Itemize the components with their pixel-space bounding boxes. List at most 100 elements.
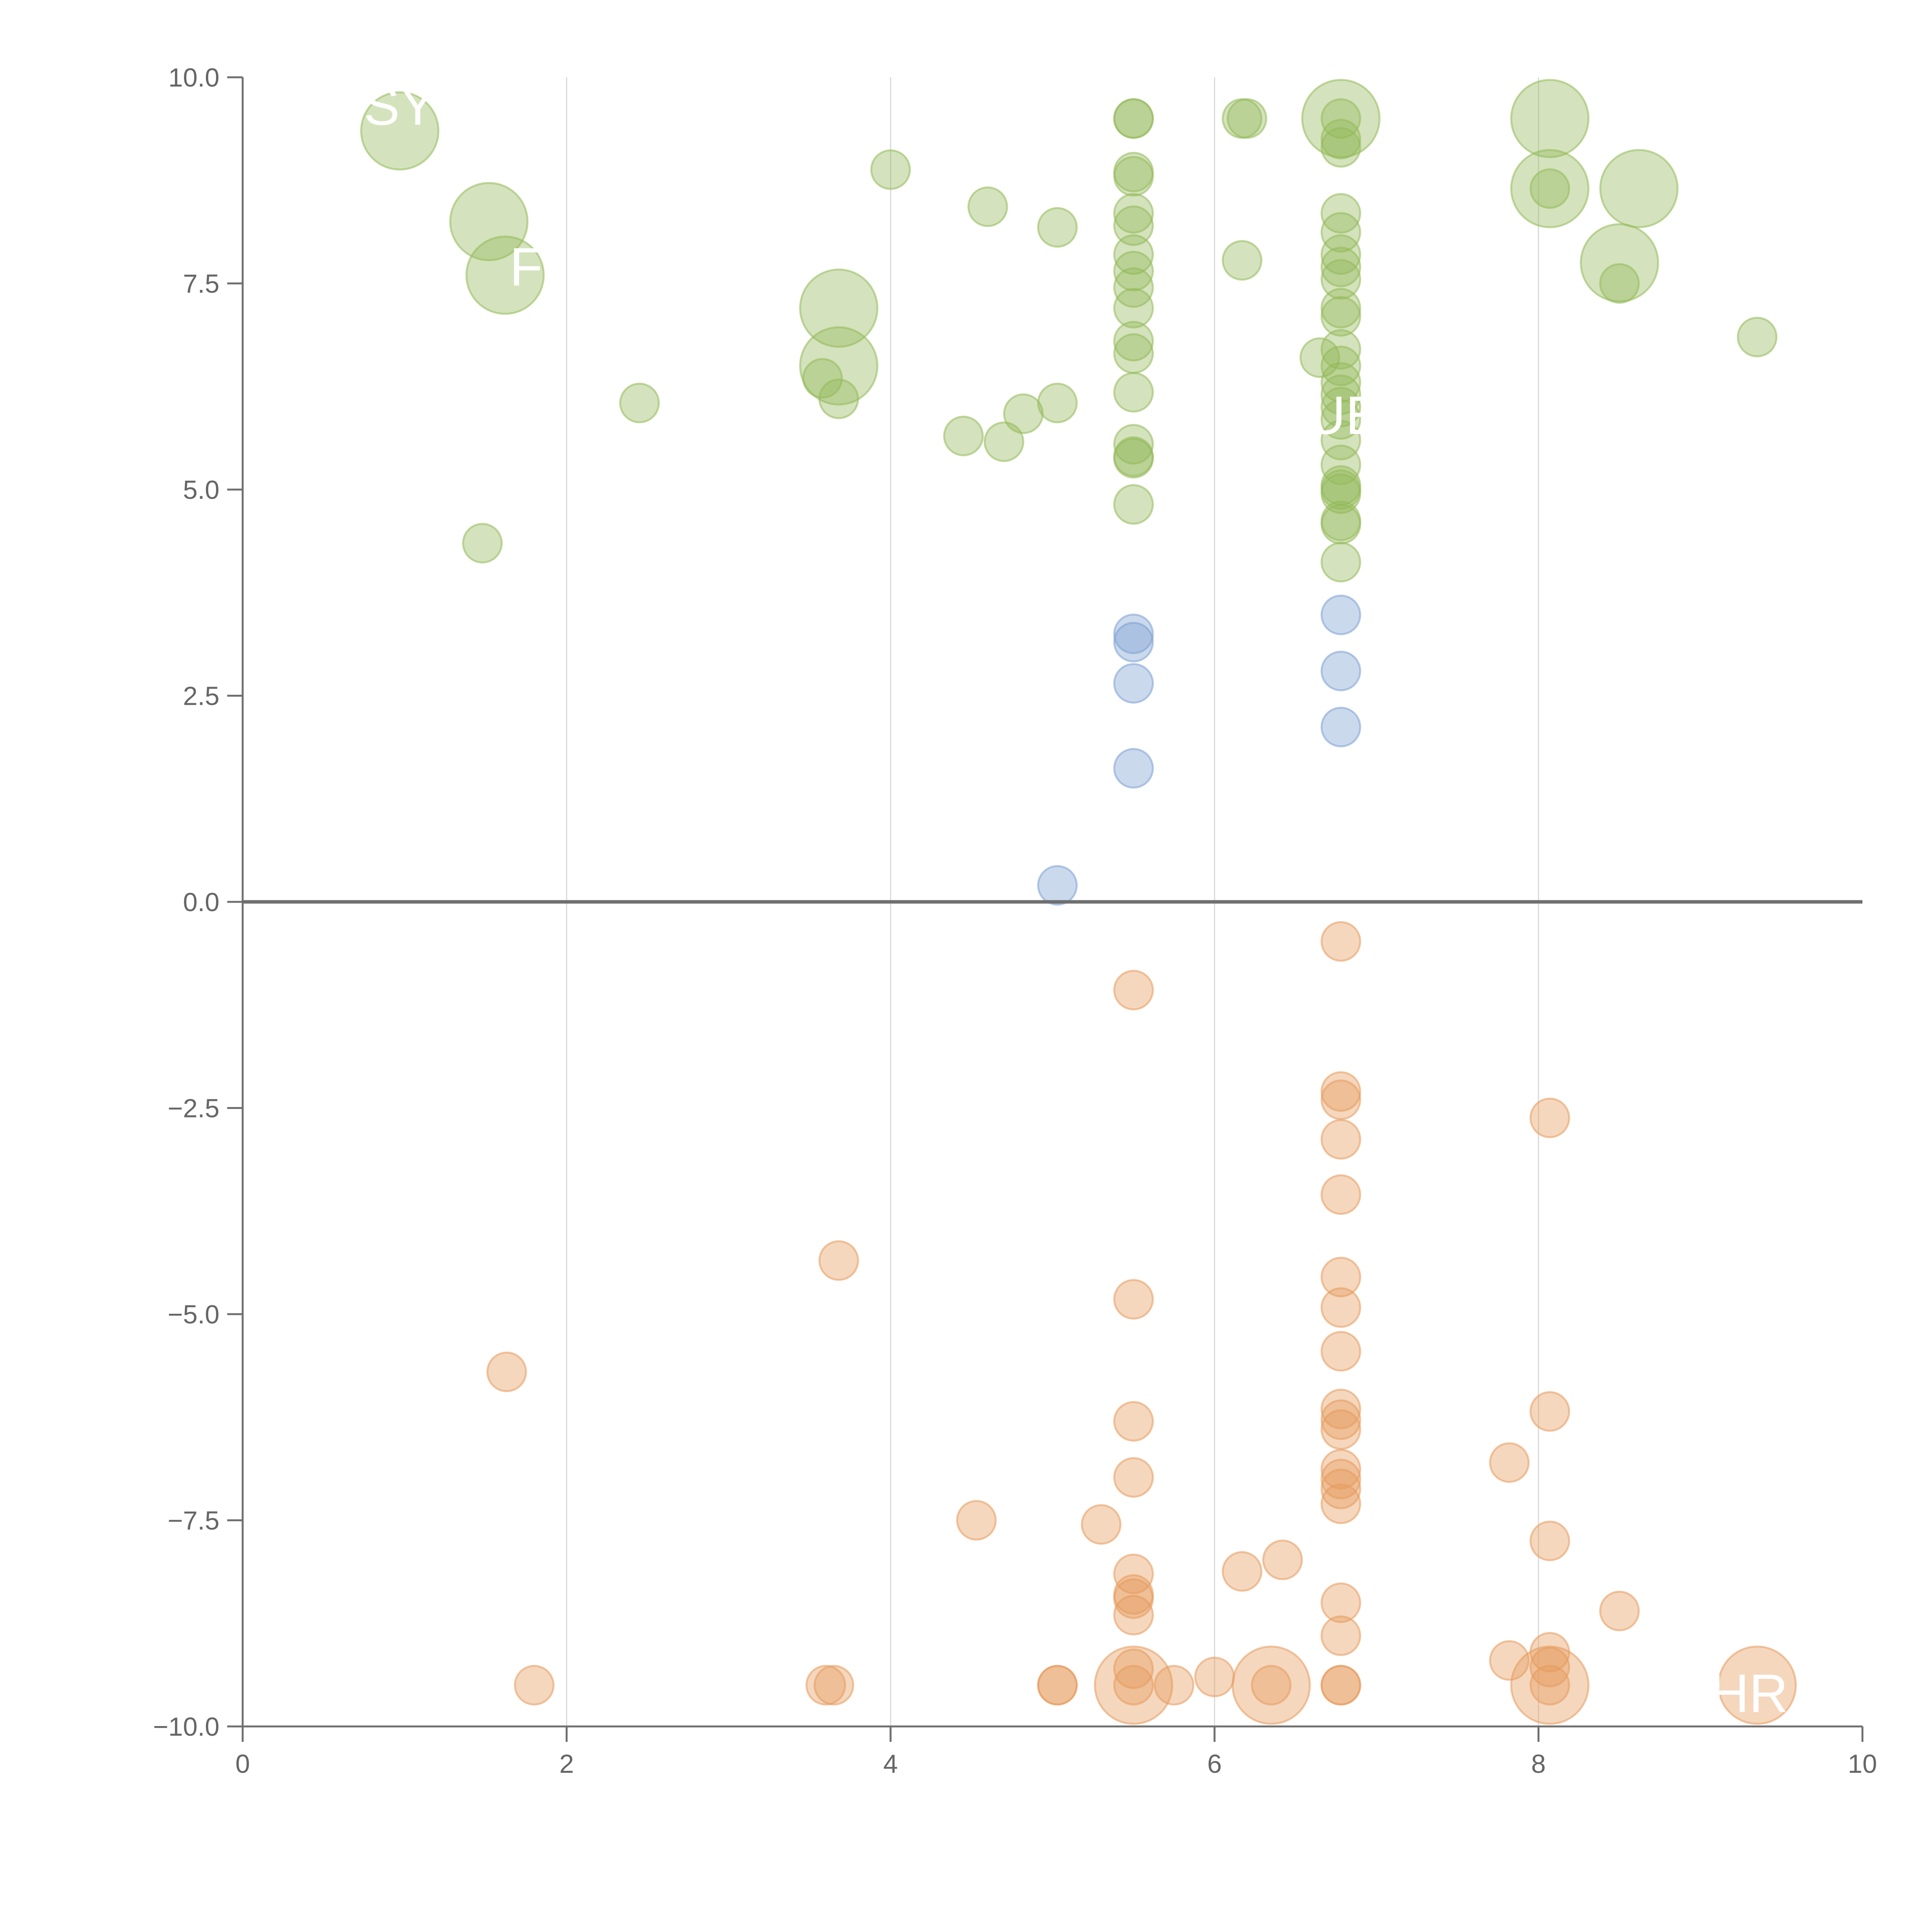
data-point (514, 1665, 555, 1706)
data-point (1113, 193, 1154, 234)
y-tick-label: 0.0 (183, 888, 219, 917)
data-point (813, 1665, 854, 1706)
point-label: UE (1306, 385, 1381, 446)
data-point (1320, 1287, 1361, 1328)
data-point (967, 186, 1008, 227)
data-point (1529, 1646, 1570, 1687)
data-point (1113, 321, 1154, 362)
data-point (1529, 1391, 1570, 1432)
x-tick-label: 0 (235, 1749, 250, 1779)
data-point (1320, 1079, 1361, 1120)
data-point (1510, 79, 1590, 158)
data-point (983, 421, 1024, 462)
data-point (1113, 1279, 1154, 1320)
data-point (1320, 288, 1361, 329)
data-point (1113, 234, 1154, 275)
y-tick-label: 5.0 (183, 475, 219, 505)
data-point (1320, 594, 1361, 635)
data-point (1489, 1640, 1530, 1681)
data-point (1320, 329, 1361, 370)
x-tick-label: 8 (1531, 1749, 1546, 1779)
data-point (486, 1351, 527, 1392)
data-point (1320, 98, 1361, 139)
data-point (1320, 127, 1361, 168)
data-point (1113, 748, 1154, 789)
data-point (1113, 613, 1154, 654)
data-point (1529, 1665, 1570, 1706)
data-point (1320, 1665, 1361, 1706)
y-tick-label: 2.5 (183, 682, 219, 711)
data-point (1489, 1442, 1530, 1483)
data-point (1113, 438, 1154, 479)
data-point (1529, 1520, 1570, 1561)
data-point (802, 358, 843, 399)
data-point (1226, 98, 1267, 139)
data-point (1320, 1399, 1361, 1440)
data-point (1113, 1553, 1154, 1594)
data-point (1113, 484, 1154, 525)
data-point (956, 1500, 997, 1541)
data-point (1320, 247, 1361, 287)
data-point (818, 378, 859, 419)
data-point (1320, 212, 1361, 253)
data-point (1320, 1174, 1361, 1215)
data-point (1320, 1615, 1361, 1656)
data-point (1737, 316, 1778, 357)
data-point (1320, 259, 1361, 300)
data-point (1320, 1468, 1361, 1509)
data-point (1320, 1388, 1361, 1429)
data-point (1320, 420, 1361, 461)
data-point (1113, 267, 1154, 308)
x-tick-label: 6 (1207, 1749, 1222, 1779)
data-point (870, 149, 911, 190)
y-tick-label: −2.5 (168, 1094, 219, 1123)
y-tick-label: 7.5 (183, 269, 219, 299)
point-label: SY (364, 76, 436, 136)
y-tick-label: −10.0 (153, 1712, 219, 1742)
data-point (1037, 865, 1078, 906)
x-tick-label: 10 (1848, 1749, 1877, 1779)
data-point (1194, 1656, 1235, 1697)
data-point (1320, 362, 1361, 403)
data-point (1251, 1665, 1292, 1706)
data-point (1113, 622, 1154, 663)
data-point (1113, 969, 1154, 1010)
data-point (799, 326, 879, 406)
data-point (1599, 1590, 1640, 1631)
y-tick-label: −5.0 (168, 1300, 219, 1329)
data-point (1320, 444, 1361, 485)
data-point (1599, 263, 1640, 304)
data-point (1037, 383, 1078, 423)
data-point (1113, 333, 1154, 374)
data-point (1221, 1551, 1262, 1592)
data-point (1320, 296, 1361, 337)
data-point (360, 91, 440, 171)
data-point (1320, 1483, 1361, 1524)
data-point (1113, 663, 1154, 704)
data-point (1320, 504, 1361, 545)
data-point (1718, 1645, 1797, 1725)
data-point (1113, 156, 1154, 197)
data-point (1510, 1645, 1590, 1725)
x-tick-label: 4 (883, 1749, 898, 1779)
data-point (1113, 372, 1154, 413)
data-point (1113, 98, 1154, 139)
data-point (1262, 1539, 1303, 1580)
data-point (1320, 1459, 1361, 1500)
data-point (1113, 1595, 1154, 1636)
data-point (1320, 234, 1361, 275)
y-tick-label: 10.0 (168, 63, 219, 92)
data-point (1113, 1578, 1154, 1619)
data-point (465, 235, 545, 315)
data-point (1529, 168, 1570, 209)
data-point (1113, 1665, 1154, 1706)
point-label: HR (1710, 1663, 1788, 1724)
data-point (1113, 205, 1154, 246)
data-point (1320, 707, 1361, 748)
data-point (1037, 207, 1078, 248)
y-tick-label: −7.5 (168, 1506, 219, 1536)
data-point (943, 415, 984, 456)
data-point (1529, 1097, 1570, 1138)
data-point (1113, 1457, 1154, 1498)
